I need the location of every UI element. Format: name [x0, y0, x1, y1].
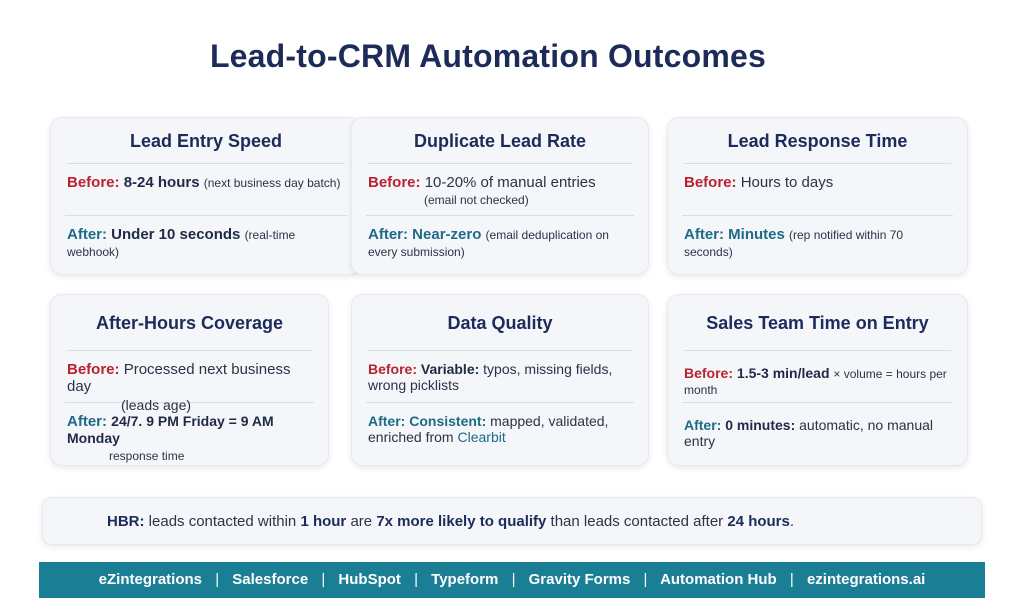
- before-label: Before:: [684, 365, 734, 381]
- card-title: Duplicate Lead Rate: [368, 118, 632, 164]
- before-note: (email not checked): [424, 193, 529, 207]
- before-note: (leads age): [121, 397, 192, 413]
- after-row: After: 24/7. 9 PM Friday = 9 AM Monday r…: [65, 403, 314, 463]
- after-row: After: 0 minutes: automatic, no manual e…: [682, 403, 953, 449]
- footer-item: Typeform: [431, 571, 499, 588]
- footer-separator: |: [511, 571, 516, 588]
- before-note: × volume = hours per month: [684, 367, 947, 397]
- before-label: Before:: [684, 174, 737, 191]
- after-label: After:: [67, 226, 107, 243]
- after-row: After: Minutes (rep notified within 70 s…: [682, 216, 953, 260]
- after-label: After:: [368, 226, 408, 243]
- footer-separator: |: [789, 571, 794, 588]
- hbr-statistic: HBR: leads contacted within 1 hour are 7…: [42, 497, 982, 545]
- after-label: After:: [368, 413, 406, 429]
- before-note: (next business day batch): [203, 176, 341, 190]
- before-value: typos, missing fields, wrong picklists: [368, 361, 613, 393]
- after-value: Near-zero: [412, 226, 482, 243]
- before-value-bold: Variable:: [420, 361, 480, 377]
- hbr-source: HBR:: [107, 513, 145, 530]
- hbr-text-1: leads contacted within: [148, 513, 297, 530]
- footer-item: HubSpot: [338, 571, 401, 588]
- after-value: Under 10 seconds: [111, 226, 241, 243]
- after-value: 0 minutes:: [725, 417, 796, 433]
- card-title: Lead Entry Speed: [67, 118, 345, 164]
- card-after-hours-coverage: After-Hours Coverage Before: Processed n…: [50, 294, 329, 466]
- clearbit-link[interactable]: Clearbit: [457, 429, 506, 445]
- after-value: Minutes: [728, 226, 785, 243]
- after-note: (email deduplication on every submission…: [368, 228, 609, 259]
- after-label: After:: [684, 417, 722, 433]
- before-label: Before:: [67, 361, 120, 378]
- after-value-bold: Consistent:: [409, 413, 487, 429]
- footer-separator: |: [215, 571, 220, 588]
- before-label: Before:: [67, 174, 120, 191]
- hbr-text-4: .: [789, 513, 795, 530]
- footer-separator: |: [321, 571, 326, 588]
- after-value: mapped, validated, enriched from: [368, 413, 609, 445]
- before-value: 8-24 hours: [123, 174, 200, 191]
- hbr-text-3: than leads contacted after: [550, 513, 724, 530]
- before-row: Before: Hours to days: [682, 164, 953, 216]
- after-row: After: Under 10 seconds (real-time webho…: [65, 216, 347, 260]
- after-note: response time: [109, 449, 185, 463]
- before-row: Before: Processed next business day (lea…: [65, 351, 314, 413]
- card-title: After-Hours Coverage: [67, 295, 312, 351]
- footer-item: Salesforce: [232, 571, 309, 588]
- before-row: Before: 8-24 hours (next business day ba…: [65, 164, 347, 216]
- footer-website-link[interactable]: ezintegrations.ai: [806, 571, 926, 588]
- after-note: (rep notified within 70 seconds): [684, 228, 904, 259]
- footer-item: Automation Hub: [660, 571, 777, 588]
- footer-separator: |: [643, 571, 648, 588]
- card-lead-entry-speed: Lead Entry Speed Before: 8-24 hours (nex…: [50, 117, 362, 275]
- after-note: (real-time webhook): [67, 228, 296, 259]
- after-label: After:: [67, 413, 107, 430]
- after-note: automatic, no manual entry: [684, 417, 933, 449]
- card-title: Data Quality: [368, 295, 632, 351]
- after-row: After: Consistent: mapped, validated, en…: [366, 403, 634, 445]
- before-row: Before: Variable: typos, missing fields,…: [366, 351, 634, 403]
- footer-bar: eZintegrations | Salesforce | HubSpot | …: [39, 562, 985, 598]
- before-label: Before:: [368, 174, 421, 191]
- before-label: Before:: [368, 361, 418, 377]
- hbr-bold-3: 24 hours: [727, 513, 790, 530]
- before-row: Before: 10-20% of manual entries (email …: [366, 164, 634, 216]
- before-value: 1.5-3 min/lead: [736, 365, 830, 381]
- hbr-text-2: are: [350, 513, 373, 530]
- card-title: Sales Team Time on Entry: [684, 295, 951, 351]
- footer-separator: |: [414, 571, 418, 588]
- after-value: 24/7. 9 PM Friday = 9 AM Monday: [67, 413, 274, 446]
- after-row: After: Near-zero (email deduplication on…: [366, 216, 634, 260]
- page-title: Lead-to-CRM Automation Outcomes: [209, 38, 767, 74]
- card-sales-team-time: Sales Team Time on Entry Before: 1.5-3 m…: [667, 294, 968, 466]
- before-row: Before: 1.5-3 min/lead × volume = hours …: [682, 351, 953, 403]
- footer-item: Gravity Forms: [528, 571, 631, 588]
- card-data-quality: Data Quality Before: Variable: typos, mi…: [351, 294, 649, 466]
- footer-item: eZintegrations: [98, 571, 203, 588]
- hbr-bold-1: 1 hour: [300, 513, 347, 530]
- before-value: Hours to days: [740, 174, 834, 191]
- hbr-bold-2: 7x more likely to qualify: [376, 513, 547, 530]
- card-lead-response-time: Lead Response Time Before: Hours to days…: [667, 117, 968, 275]
- before-value: 10-20% of manual entries: [424, 174, 596, 191]
- card-duplicate-lead-rate: Duplicate Lead Rate Before: 10-20% of ma…: [351, 117, 649, 275]
- before-value: Processed next business day: [67, 361, 291, 395]
- card-title: Lead Response Time: [684, 118, 951, 164]
- after-label: After:: [684, 226, 724, 243]
